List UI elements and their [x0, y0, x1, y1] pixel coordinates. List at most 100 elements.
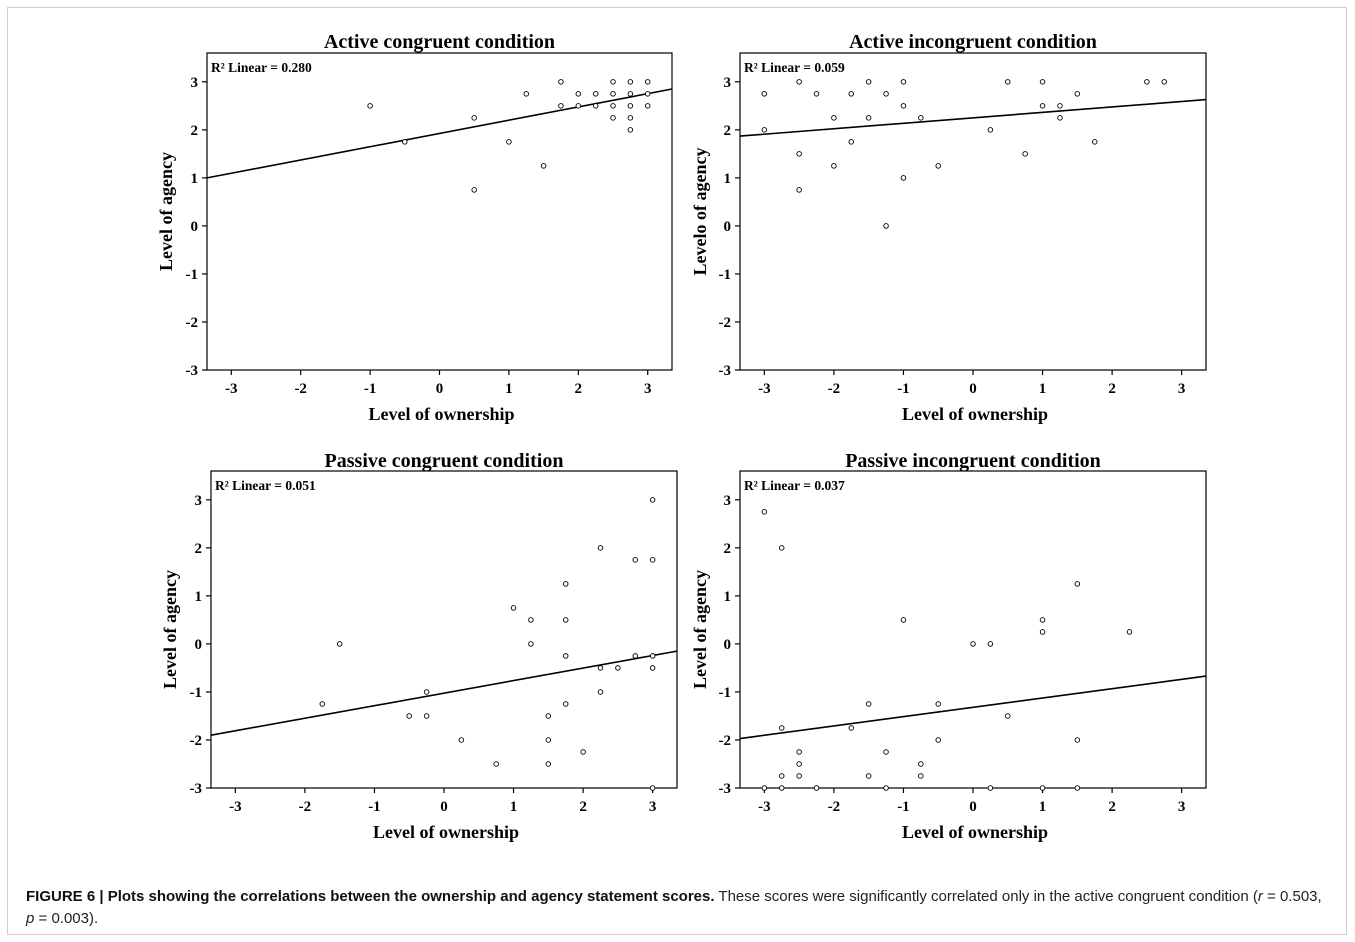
plot-area: [739, 52, 1207, 371]
data-point: [796, 761, 802, 767]
chart-title: Active congruent condition: [324, 31, 555, 53]
y-axis-label: Level of agency: [160, 570, 180, 689]
data-point: [778, 785, 785, 791]
data-point: [761, 91, 768, 97]
x-tick-label: -3: [225, 381, 238, 397]
caption-text: These scores were significantly correlat…: [714, 888, 1258, 905]
y-tick-label: -1: [719, 267, 732, 283]
data-point: [778, 545, 785, 551]
data-point: [865, 79, 872, 85]
x-tick-label: 1: [1039, 381, 1047, 397]
y-tick-label: -3: [719, 781, 732, 797]
y-tick-label: -2: [719, 315, 732, 331]
data-point: [761, 785, 768, 791]
data-point: [649, 497, 656, 503]
data-point: [632, 557, 639, 563]
data-point: [627, 103, 634, 109]
data-point: [1057, 103, 1063, 109]
r2-label: R² Linear = 0.059: [744, 60, 845, 75]
x-tick-label: -2: [828, 799, 841, 815]
x-axis-label: Level of ownership: [369, 404, 515, 424]
data-point: [970, 641, 976, 647]
data-point: [562, 617, 569, 623]
x-tick-label: -1: [897, 381, 910, 397]
x-tick-label: -1: [368, 799, 381, 815]
data-point: [1074, 785, 1081, 791]
y-axis-label: Level of agency: [690, 570, 710, 689]
y-axis-label: Level of agency: [156, 152, 176, 271]
data-point: [402, 139, 408, 145]
x-tick-label: 1: [1039, 799, 1047, 815]
plot-area: [739, 470, 1207, 789]
plot-area: [210, 470, 678, 789]
data-point: [831, 163, 837, 169]
data-point: [575, 103, 582, 109]
x-tick-label: 0: [969, 799, 977, 815]
x-tick-label: 0: [969, 381, 977, 397]
data-point: [649, 785, 656, 791]
data-point: [865, 115, 872, 121]
data-point: [597, 689, 604, 695]
data-point: [900, 617, 907, 623]
x-tick-label: 2: [1108, 381, 1116, 397]
caption-title: FIGURE 6 | Plots showing the correlation…: [26, 888, 715, 905]
data-point: [644, 103, 651, 109]
data-point: [1039, 79, 1046, 85]
data-point: [423, 713, 430, 719]
y-tick-label: -1: [190, 685, 203, 701]
data-point: [1074, 91, 1081, 97]
data-point: [545, 737, 552, 743]
data-point: [761, 127, 768, 133]
data-point: [813, 785, 820, 791]
x-tick-label: 3: [1178, 799, 1186, 815]
data-point: [1074, 581, 1081, 587]
data-point: [562, 581, 569, 587]
y-tick-label: 3: [191, 75, 199, 91]
data-point: [778, 773, 785, 779]
x-tick-label: 3: [644, 381, 652, 397]
data-point: [562, 653, 569, 659]
data-point: [1091, 139, 1098, 145]
x-tick-label: -2: [299, 799, 312, 815]
y-tick-label: 2: [195, 541, 203, 557]
x-tick-label: -2: [294, 381, 307, 397]
figure-frame: [7, 7, 1347, 935]
chart-panel-1: Active congruent condition R² Linear = 0.…: [156, 31, 673, 424]
data-point: [883, 749, 889, 755]
y-tick-label: -2: [186, 315, 199, 331]
y-axis-label: Levelo of agency: [690, 148, 710, 276]
data-point: [778, 725, 785, 731]
y-tick-label: -3: [186, 363, 199, 379]
y-tick-label: 0: [724, 219, 732, 235]
data-point: [1022, 151, 1028, 157]
y-tick-label: 1: [195, 589, 203, 605]
data-point: [796, 79, 802, 85]
y-tick-label: 3: [724, 75, 732, 91]
r2-label: R² Linear = 0.051: [215, 478, 316, 493]
data-point: [1126, 629, 1133, 635]
data-point: [761, 509, 768, 515]
data-point: [813, 91, 820, 97]
y-tick-label: -3: [719, 363, 732, 379]
data-point: [1005, 713, 1011, 719]
data-point: [848, 139, 855, 145]
y-tick-label: -2: [190, 733, 203, 749]
x-axis-label: Level of ownership: [902, 404, 1048, 424]
x-tick-label: 1: [510, 799, 518, 815]
data-point: [627, 79, 634, 85]
data-point: [597, 545, 604, 551]
data-point: [471, 115, 477, 121]
x-tick-label: -3: [229, 799, 242, 815]
data-point: [580, 749, 586, 755]
data-point: [918, 761, 924, 767]
data-point: [558, 79, 564, 85]
data-point: [796, 773, 802, 779]
plot-area: [206, 52, 673, 371]
x-tick-label: 2: [1108, 799, 1116, 815]
x-axis-label: Level of ownership: [373, 822, 519, 842]
chart-panel-2: Active incongruent condition R² Linear = …: [690, 31, 1207, 424]
data-point: [319, 701, 326, 707]
data-point: [562, 701, 569, 707]
y-tick-label: -1: [186, 267, 199, 283]
data-point: [900, 103, 907, 109]
